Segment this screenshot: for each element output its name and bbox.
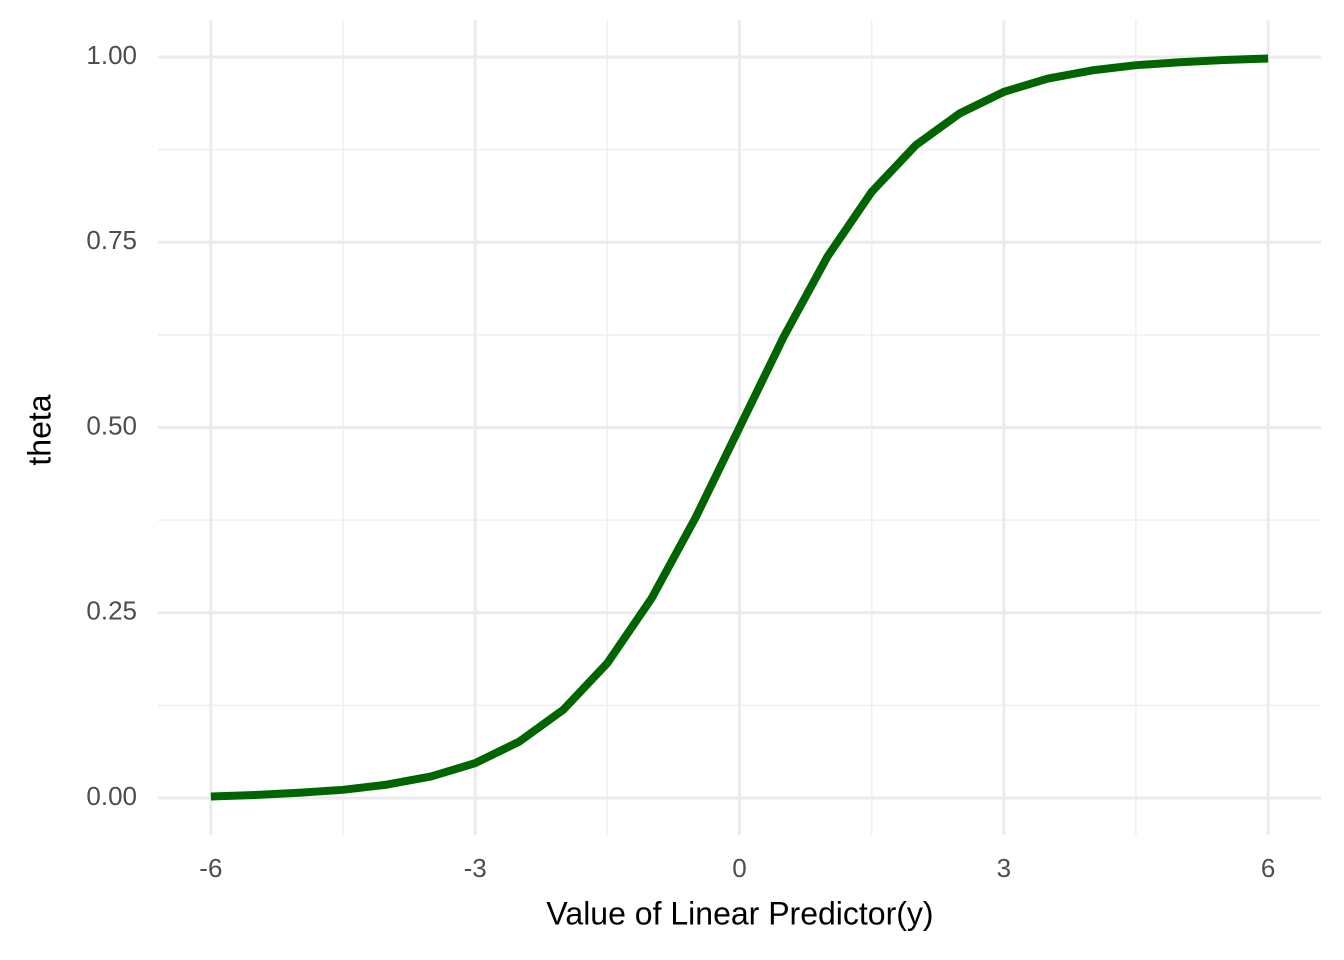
x-axis-title: Value of Linear Predictor(y) — [546, 895, 933, 931]
x-tick-label: -3 — [464, 853, 487, 883]
y-axis-title: theta — [21, 394, 57, 465]
y-tick-label: 1.00 — [86, 40, 137, 70]
y-tick-label: 0.75 — [86, 225, 137, 255]
line — [210, 54, 1269, 801]
x-tick-label: -6 — [199, 853, 222, 883]
y-tick-label: 0.50 — [86, 410, 137, 440]
x-tick-label: 0 — [732, 853, 746, 883]
x-tick-label: 3 — [997, 853, 1011, 883]
y-tick-label: 0.25 — [86, 596, 137, 626]
x-tick-label: 6 — [1261, 853, 1275, 883]
y-tick-label: 0.00 — [86, 781, 137, 811]
